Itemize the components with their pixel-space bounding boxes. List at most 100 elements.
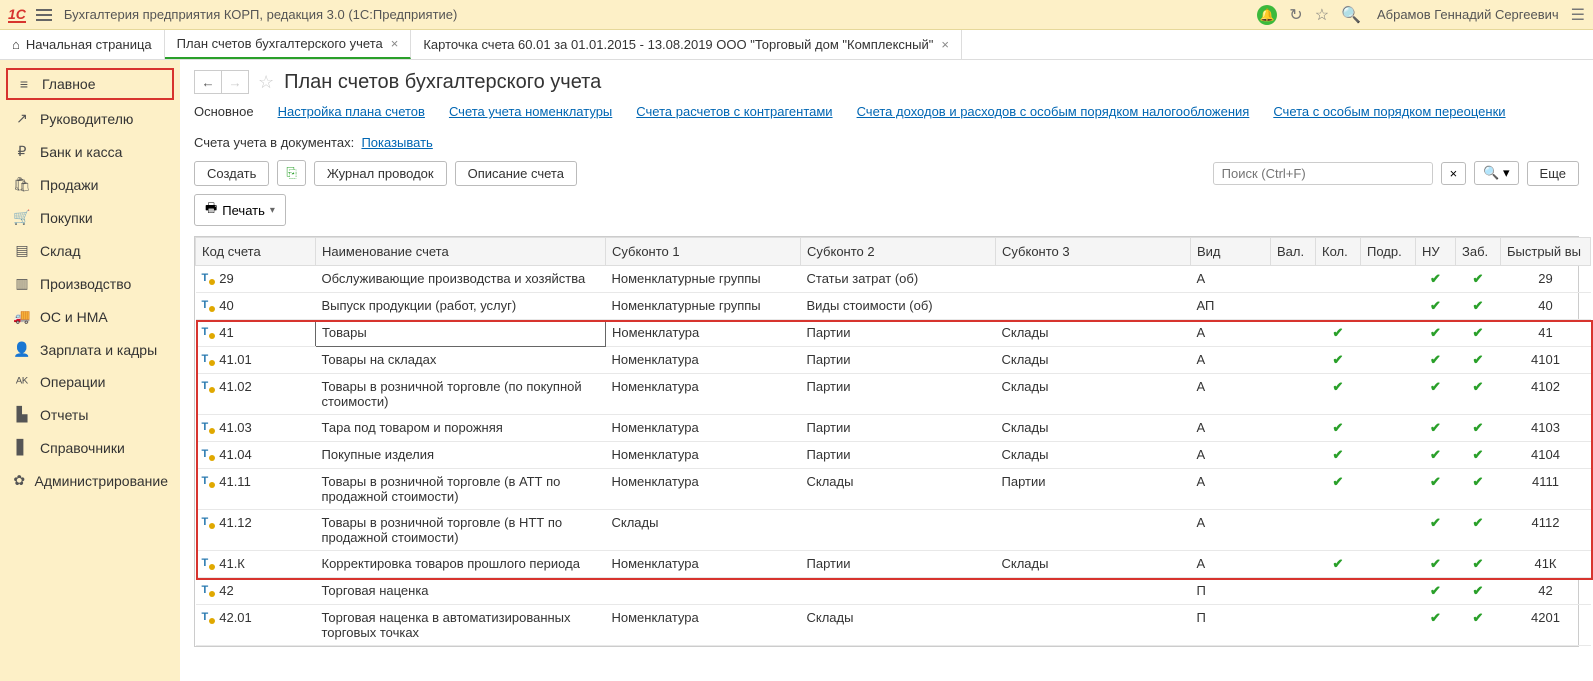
star-icon[interactable]: ☆ (1315, 5, 1329, 25)
kol (1316, 578, 1361, 605)
column-header[interactable]: НУ (1416, 238, 1456, 266)
subconto2 (801, 578, 996, 605)
fast: 4101 (1501, 347, 1591, 374)
sidebar-icon: ✿ (12, 472, 27, 489)
column-header[interactable]: Субконто 3 (996, 238, 1191, 266)
search-icon[interactable]: 🔍 (1341, 5, 1361, 25)
history-icon[interactable]: ↻ (1289, 5, 1302, 25)
fast: 4102 (1501, 374, 1591, 415)
column-header[interactable]: Наименование счета (316, 238, 606, 266)
tab-account-card[interactable]: Карточка счета 60.01 за 01.01.2015 - 13.… (411, 30, 962, 59)
sublink[interactable]: Счета расчетов с контрагентами (636, 104, 832, 119)
sidebar-item-производство[interactable]: ▥Производство (0, 267, 180, 300)
sidebar-item-зарплата и кадры[interactable]: 👤Зарплата и кадры (0, 333, 180, 366)
column-header[interactable]: Заб. (1456, 238, 1501, 266)
menu-button[interactable] (32, 2, 56, 28)
print-button[interactable]: 🖶Печать (194, 194, 286, 226)
toolbar: Создать ⎘ Журнал проводок Описание счета… (194, 160, 1579, 186)
table-row[interactable]: T42.01Торговая наценка в автоматизирован… (196, 605, 1591, 646)
nu: ✔ (1416, 320, 1456, 347)
settings-icon[interactable]: ☰ (1571, 5, 1585, 25)
sidebar-label: Руководителю (40, 111, 133, 127)
sidebar-item-продажи[interactable]: 🛍Продажи (0, 168, 180, 201)
column-header[interactable]: Вал. (1271, 238, 1316, 266)
column-header[interactable]: Субконто 1 (606, 238, 801, 266)
search-button[interactable]: 🔍 ▾ (1474, 161, 1518, 185)
table-row[interactable]: T42Торговая наценкаП✔✔42 (196, 578, 1591, 605)
close-icon[interactable]: × (391, 36, 399, 51)
podr (1361, 293, 1416, 320)
sublink[interactable]: Счета учета номенклатуры (449, 104, 612, 119)
column-header[interactable]: Вид (1191, 238, 1271, 266)
fast: 4201 (1501, 605, 1591, 646)
forward-button[interactable]: → (221, 70, 249, 94)
sublink[interactable]: Счета доходов и расходов с особым порядк… (857, 104, 1250, 119)
table-row[interactable]: T29Обслуживающие производства и хозяйств… (196, 266, 1591, 293)
sidebar-item-операции[interactable]: ᴬᴷОперации (0, 366, 180, 398)
account-icon: T (202, 448, 216, 460)
podr (1361, 320, 1416, 347)
zab: ✔ (1456, 578, 1501, 605)
copy-button[interactable]: ⎘ (277, 160, 305, 186)
tab-home[interactable]: ⌂Начальная страница (0, 30, 165, 59)
user-name[interactable]: Абрамов Геннадий Сергеевич (1377, 7, 1559, 22)
vid: А (1191, 551, 1271, 578)
journal-button[interactable]: Журнал проводок (314, 161, 447, 186)
subconto3 (996, 510, 1191, 551)
val (1271, 551, 1316, 578)
subconto2: Виды стоимости (об) (801, 293, 996, 320)
val (1271, 415, 1316, 442)
sublink[interactable]: Настройка плана счетов (278, 104, 425, 119)
sidebar-icon: 🛍 (12, 176, 32, 193)
sidebar-item-администрирование[interactable]: ✿ Администрирование (0, 464, 180, 497)
docline-link[interactable]: Показывать (361, 135, 432, 150)
column-header[interactable]: Код счета (196, 238, 316, 266)
podr (1361, 510, 1416, 551)
subconto2: Партии (801, 347, 996, 374)
sidebar-item-покупки[interactable]: 🛒Покупки (0, 201, 180, 234)
table-row[interactable]: T41.11Товары в розничной торговле (в АТТ… (196, 469, 1591, 510)
sidebar-label: Банк и касса (40, 144, 122, 160)
tab-chart-of-accounts[interactable]: План счетов бухгалтерского учета× (165, 30, 412, 59)
sidebar-icon: ↗ (12, 110, 32, 127)
table-row[interactable]: T41.01Товары на складахНоменклатураПарти… (196, 347, 1591, 374)
column-header[interactable]: Быстрый вы (1501, 238, 1591, 266)
table-row[interactable]: T41ТоварыНоменклатураПартииСкладыА✔✔✔41 (196, 320, 1591, 347)
more-button[interactable]: Еще (1527, 161, 1579, 186)
table-row[interactable]: T41.ККорректировка товаров прошлого пери… (196, 551, 1591, 578)
sidebar-item-главное[interactable]: ≡Главное (6, 68, 174, 100)
podr (1361, 266, 1416, 293)
sidebar-label: Склад (40, 243, 81, 259)
kol (1316, 605, 1361, 646)
table-row[interactable]: T41.12Товары в розничной торговле (в НТТ… (196, 510, 1591, 551)
create-button[interactable]: Создать (194, 161, 269, 186)
fast: 41 (1501, 320, 1591, 347)
column-header[interactable]: Субконто 2 (801, 238, 996, 266)
table-row[interactable]: T41.03Тара под товаром и порожняяНоменкл… (196, 415, 1591, 442)
table-row[interactable]: T41.02Товары в розничной торговле (по по… (196, 374, 1591, 415)
sidebar-label: Администрирование (35, 473, 169, 489)
clear-search-button[interactable]: × (1441, 162, 1467, 185)
sidebar-item-склад[interactable]: ▤Склад (0, 234, 180, 267)
sidebar-item-справочники[interactable]: ▋Справочники (0, 431, 180, 464)
sidebar-item-банк и касса[interactable]: ₽Банк и касса (0, 135, 180, 168)
back-button[interactable]: ← (194, 70, 222, 94)
table-row[interactable]: T40Выпуск продукции (работ, услуг)Номенк… (196, 293, 1591, 320)
table-row[interactable]: T41.04Покупные изделияНоменклатураПартии… (196, 442, 1591, 469)
column-header[interactable]: Кол. (1316, 238, 1361, 266)
vid: А (1191, 266, 1271, 293)
description-button[interactable]: Описание счета (455, 161, 577, 186)
favorite-icon[interactable]: ☆ (258, 72, 274, 93)
account-name: Товары (316, 320, 606, 347)
sidebar-item-отчеты[interactable]: ▙Отчеты (0, 398, 180, 431)
column-header[interactable]: Подр. (1361, 238, 1416, 266)
sublink[interactable]: Счета с особым порядком переоценки (1273, 104, 1505, 119)
sidebar-item-руководителю[interactable]: ↗ Руководителю (0, 102, 180, 135)
fast: 4111 (1501, 469, 1591, 510)
close-icon[interactable]: × (941, 37, 949, 52)
subconto3 (996, 605, 1191, 646)
bell-icon[interactable]: 🔔 (1257, 5, 1277, 25)
search-input[interactable] (1213, 162, 1433, 185)
sidebar-item-ос и нма[interactable]: 🚚ОС и НМА (0, 300, 180, 333)
sublink[interactable]: Основное (194, 104, 254, 119)
